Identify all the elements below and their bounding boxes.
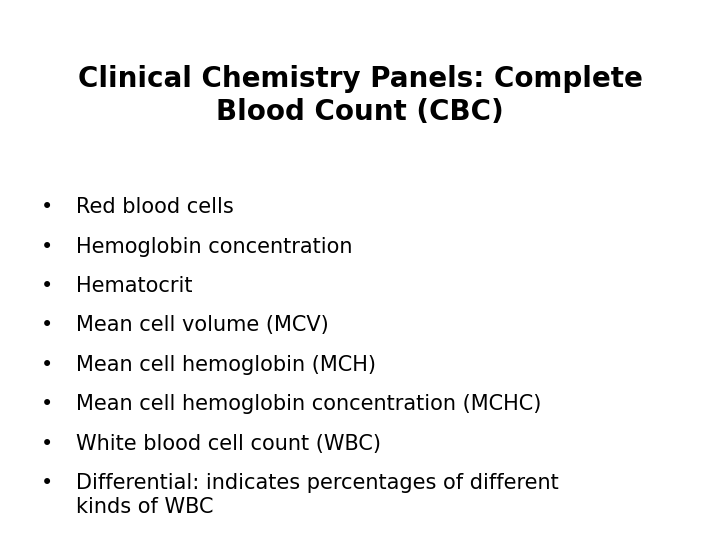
Text: Mean cell hemoglobin concentration (MCHC): Mean cell hemoglobin concentration (MCHC… <box>76 394 541 414</box>
Text: •: • <box>40 315 53 335</box>
Text: •: • <box>40 237 53 256</box>
Text: •: • <box>40 394 53 414</box>
Text: Clinical Chemistry Panels: Complete
Blood Count (CBC): Clinical Chemistry Panels: Complete Bloo… <box>78 65 642 126</box>
Text: Mean cell hemoglobin (MCH): Mean cell hemoglobin (MCH) <box>76 355 376 375</box>
Text: •: • <box>40 434 53 454</box>
Text: •: • <box>40 473 53 493</box>
Text: Hematocrit: Hematocrit <box>76 276 192 296</box>
Text: White blood cell count (WBC): White blood cell count (WBC) <box>76 434 381 454</box>
Text: •: • <box>40 276 53 296</box>
Text: •: • <box>40 197 53 217</box>
Text: Mean cell volume (MCV): Mean cell volume (MCV) <box>76 315 328 335</box>
Text: Differential: indicates percentages of different
kinds of WBC: Differential: indicates percentages of d… <box>76 473 558 517</box>
Text: Hemoglobin concentration: Hemoglobin concentration <box>76 237 352 256</box>
Text: Red blood cells: Red blood cells <box>76 197 233 217</box>
Text: •: • <box>40 355 53 375</box>
